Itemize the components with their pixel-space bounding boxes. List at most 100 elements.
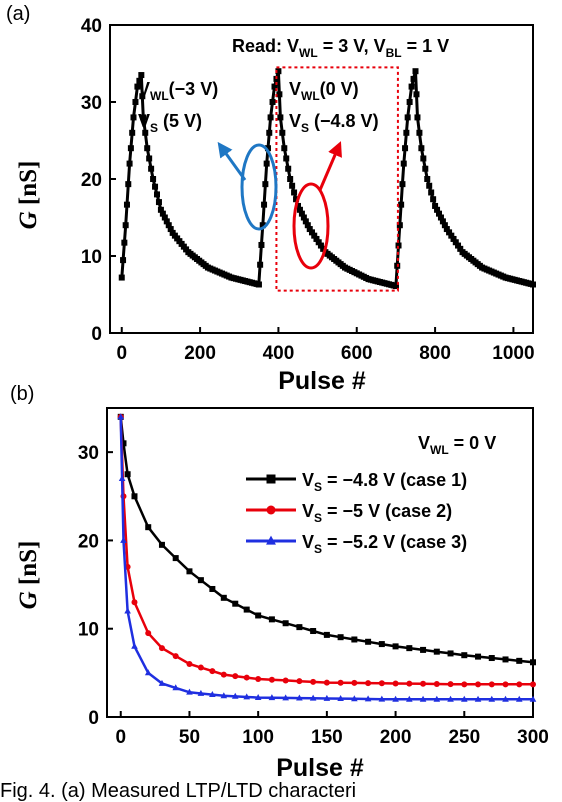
panel-b-data-point-3 (144, 669, 152, 676)
panel-b-data-point-3 (197, 689, 205, 696)
panel-b-data-point-2 (433, 680, 440, 687)
panel-b-data-point-3 (118, 475, 126, 482)
panel-a-data-point (304, 222, 311, 229)
panel-b-data-point-1 (124, 471, 131, 478)
panel-b-x-tick-label: 0 (115, 727, 126, 748)
panel-b-data-point-1 (243, 606, 250, 613)
panel-b-data-point-2 (255, 676, 262, 683)
panel-a-data-point (285, 165, 292, 172)
panel-a-data-point (258, 241, 265, 248)
potentiation-condition-line2: VS (5 V) (138, 111, 202, 135)
panel-b-y-tick-label: 10 (78, 620, 99, 641)
panel-b-data-point-3 (268, 694, 276, 701)
panel-b-data-point-2 (406, 680, 413, 687)
panel-a-y-tick-label: 30 (81, 93, 102, 114)
panel-b-data-point-1 (323, 631, 330, 638)
panel-b-data-point-1 (255, 612, 262, 619)
panel-b-data-point-1 (447, 650, 454, 657)
panel-b-data-point-2 (337, 679, 344, 686)
panel-a-data-point (455, 242, 462, 249)
legend-label-2: VS = −5 V (case 2) (302, 501, 452, 525)
panel-b-data-point-3 (120, 536, 127, 543)
panel-b-data-point-3 (158, 679, 166, 686)
panel-a-data-point (413, 91, 420, 98)
panel-a-data-point (446, 229, 453, 236)
panel-b-data-point-3 (378, 695, 386, 702)
panel-a-x-ticks: 0 200 400 600 800 1000 (116, 327, 535, 364)
panel-b-data-point-3 (447, 695, 454, 702)
panel-b-data-point-1 (131, 493, 138, 500)
panel-b-data-point-3 (124, 607, 131, 614)
panel-b-data-point-3 (529, 695, 537, 702)
panel-a-data-point (392, 283, 399, 290)
figure-caption: Fig. 4. (a) Measured LTP/LTD characteri (0, 780, 356, 802)
panel-a-data-point (450, 235, 457, 242)
panel-b-data-point-1 (420, 646, 427, 653)
panel-b-data-point-2 (172, 653, 179, 660)
panel-a: (a) 0 10 20 30 40 0 200 400 600 800 1000 G [nS] P… (6, 3, 536, 395)
panel-a-plot-frame (109, 24, 534, 334)
panel-a-data-point (275, 68, 282, 75)
panel-b-data-point-2 (145, 630, 152, 637)
panel-a-data-point (150, 176, 157, 182)
panel-a-data-point (123, 201, 130, 208)
panel-a-data-point (139, 93, 146, 100)
panel-a-data-point (404, 114, 411, 121)
panel-a-data-point (311, 232, 318, 239)
legend-marker-1 (266, 474, 276, 484)
panel-a-data-point (400, 160, 407, 167)
panel-b-y-tick-label: 20 (78, 531, 99, 552)
panel-b-data-point-2 (447, 681, 454, 688)
panel-a-data-point (414, 114, 421, 121)
depression-condition-line2: VS (−4.8 V) (289, 111, 379, 135)
legend-label-3: VS = −5.2 V (case 3) (302, 532, 467, 556)
panel-a-y-axis-title: G [nS] (15, 161, 42, 230)
panel-b-data-point-3 (309, 694, 317, 701)
panel-b-data-point-1 (310, 628, 317, 635)
panel-a-data-point (313, 235, 320, 242)
panel-a-data-point (296, 206, 303, 213)
panel-b-data-point-3 (474, 695, 482, 702)
panel-a-data-point (295, 202, 301, 209)
potentiation-condition-line1: VWL(−3 V) (138, 79, 218, 103)
panel-b-data-point-2 (232, 673, 239, 680)
panel-a-data-point (420, 155, 427, 162)
panel-a-data-point (264, 145, 271, 152)
panel-a-y-tick-label: 20 (81, 170, 102, 191)
panel-b-x-tick-label: 150 (311, 727, 343, 748)
panel-a-x-tick-label: 0 (116, 343, 127, 364)
potentiation-ellipse (240, 143, 278, 231)
panel-b-data-point-2 (323, 679, 330, 686)
panel-a-data-point (262, 181, 269, 188)
legend: VWL = 0 V VS = −4.8 V (case 1) VS = −5 V … (246, 433, 496, 556)
panel-a-data-point (136, 77, 143, 84)
panel-b-series-line-2 (119, 416, 533, 686)
panel-a-data-point (142, 129, 149, 136)
panel-a-data-point (132, 99, 139, 105)
panel-b-y-ticks: 0 10 20 30 (78, 443, 113, 729)
panel-a-data-point (255, 281, 262, 288)
panel-a-data-point (257, 261, 264, 268)
panel-b-data-point-2 (310, 678, 317, 685)
panel-a-data-point (157, 206, 164, 213)
panel-a-data-point (293, 196, 300, 203)
panel-b-data-point-1 (220, 594, 227, 601)
panel-b-data-point-2 (282, 677, 289, 684)
depression-arrow (318, 141, 342, 191)
panel-b-data-point-3 (186, 688, 193, 695)
panel-b-data-point-1 (209, 585, 216, 592)
panel-a-data-point (122, 222, 129, 229)
panel-b-x-ticks: 0 50 100 150 200 250 300 (115, 711, 549, 748)
panel-a-data-point (277, 114, 284, 121)
panel-b-data-point-3 (231, 692, 239, 699)
panel-b-data-point-2 (392, 680, 399, 687)
panel-a-data-point (315, 239, 322, 246)
panel-b-x-tick-label: 300 (517, 727, 549, 748)
panel-b-data-point-2 (488, 681, 495, 688)
panel-a-y-tick-label: 10 (81, 247, 102, 268)
panel-b-label: (b) (10, 383, 34, 405)
panel-a-y-tick-label: 0 (91, 324, 102, 345)
panel-a-y-tick-label: 40 (81, 16, 102, 37)
panel-b-data-point-2 (378, 680, 385, 687)
panel-a-data-point (126, 160, 133, 167)
